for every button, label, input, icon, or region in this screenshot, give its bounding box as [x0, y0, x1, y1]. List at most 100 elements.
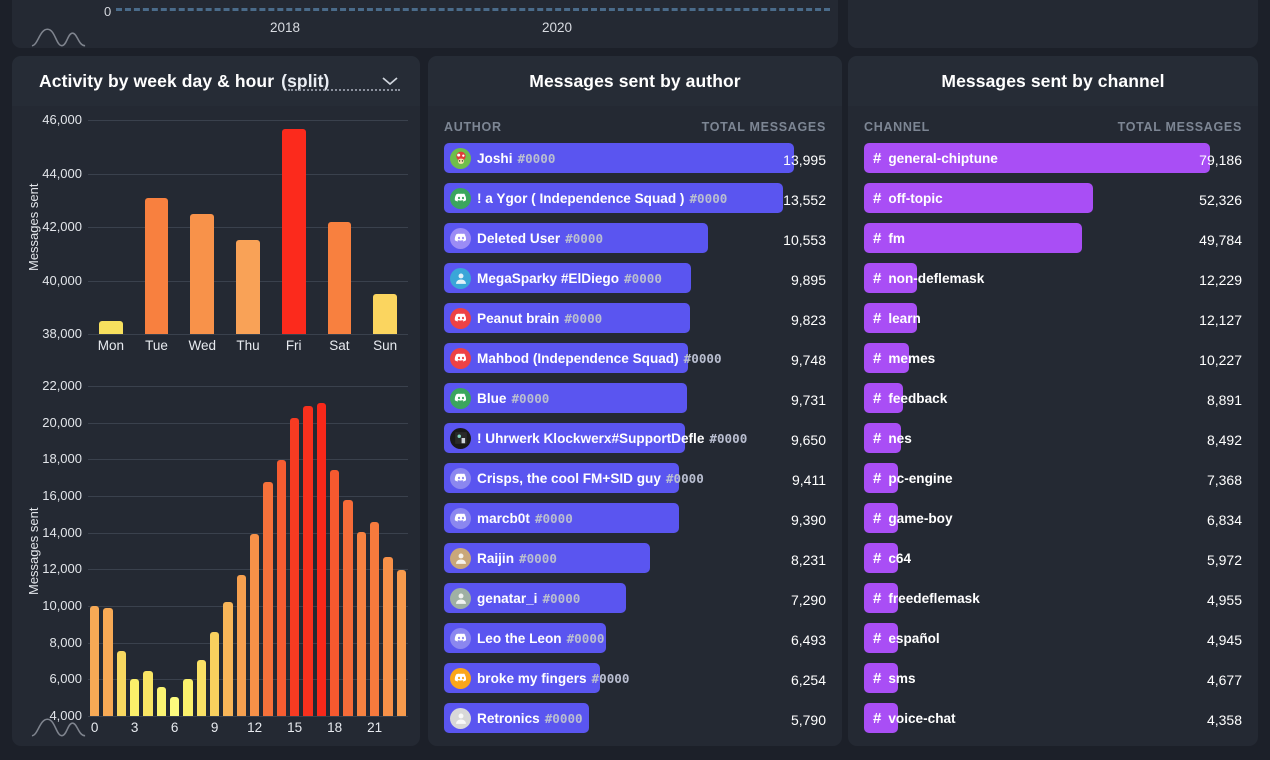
table-row[interactable]: Deleted User #0000 10,553: [444, 220, 826, 260]
channel-name: sms: [888, 670, 916, 686]
bar-19[interactable]: [343, 500, 353, 716]
author-bar[interactable]: marcb0t #0000: [444, 503, 679, 533]
bar-21[interactable]: [370, 522, 380, 716]
channel-bar[interactable]: # nes: [864, 423, 912, 453]
bar-12[interactable]: [250, 533, 260, 716]
channel-bar[interactable]: # español: [864, 623, 940, 653]
table-row[interactable]: # non-deflemask 12,229: [864, 260, 1242, 300]
author-name: Deleted User: [477, 230, 561, 246]
bar-17[interactable]: [316, 403, 326, 716]
bar-9[interactable]: [210, 631, 220, 716]
table-row[interactable]: # sms 4,677: [864, 660, 1242, 700]
author-bar[interactable]: Retronics #0000: [444, 703, 589, 733]
table-row[interactable]: # feedback 8,891: [864, 380, 1242, 420]
bar-7[interactable]: [183, 679, 193, 716]
author-bar[interactable]: genatar_i #0000: [444, 583, 627, 613]
author-bar[interactable]: Mahbod (Independence Squad) #0000: [444, 343, 722, 373]
table-row[interactable]: Blue #0000 9,731: [444, 380, 826, 420]
channel-name: general-chiptune: [888, 150, 998, 166]
bar-Sun[interactable]: [373, 293, 398, 334]
channel-bar[interactable]: # general-chiptune: [864, 143, 1210, 173]
table-row[interactable]: MegaSparky #ElDiego #0000 9,895: [444, 260, 826, 300]
table-row[interactable]: # c64 5,972: [864, 540, 1242, 580]
author-bar[interactable]: Peanut brain #0000: [444, 303, 690, 333]
channel-bar[interactable]: # fm: [864, 223, 1082, 253]
author-bar[interactable]: Blue #0000: [444, 383, 688, 413]
bar-0[interactable]: [90, 606, 100, 716]
bar-5[interactable]: [156, 686, 166, 716]
channel-bar[interactable]: # non-deflemask: [864, 263, 984, 293]
bar-8[interactable]: [196, 660, 206, 716]
table-row[interactable]: Crisps, the cool FM+SID guy #0000 9,411: [444, 460, 826, 500]
bar-Wed[interactable]: [190, 213, 215, 334]
table-row[interactable]: Joshi #0000 13,995: [444, 140, 826, 180]
channel-bar[interactable]: # learn: [864, 303, 921, 333]
bar-4[interactable]: [143, 671, 153, 716]
author-bar[interactable]: Crisps, the cool FM+SID guy #0000: [444, 463, 704, 493]
author-bar[interactable]: ! a Ygor ( Independence Squad ) #0000: [444, 183, 783, 213]
channel-bar[interactable]: # off-topic: [864, 183, 1093, 213]
bar-20[interactable]: [356, 531, 366, 716]
table-row[interactable]: # fm 49,784: [864, 220, 1242, 260]
table-row[interactable]: Raijin #0000 8,231: [444, 540, 826, 580]
table-row[interactable]: # learn 12,127: [864, 300, 1242, 340]
bar-14[interactable]: [276, 460, 286, 716]
author-bar[interactable]: Raijin #0000: [444, 543, 650, 573]
author-name: marcb0t: [477, 510, 530, 526]
split-selector[interactable]: (split): [281, 71, 329, 92]
channel-bar[interactable]: # sms: [864, 663, 916, 693]
table-row[interactable]: # freedeflemask 4,955: [864, 580, 1242, 620]
table-row[interactable]: Leo the Leon #0000 6,493: [444, 620, 826, 660]
bar-10[interactable]: [223, 602, 233, 716]
bar-22[interactable]: [383, 556, 393, 716]
table-row[interactable]: Retronics #0000 5,790: [444, 700, 826, 740]
bar-18[interactable]: [330, 470, 340, 716]
channel-bar[interactable]: # c64: [864, 543, 911, 573]
table-row[interactable]: Peanut brain #0000 9,823: [444, 300, 826, 340]
bar-15[interactable]: [290, 417, 300, 716]
author-bar[interactable]: Joshi #0000: [444, 143, 794, 173]
author-bar[interactable]: Deleted User #0000: [444, 223, 708, 253]
table-row[interactable]: genatar_i #0000 7,290: [444, 580, 826, 620]
table-row[interactable]: broke my fingers #0000 6,254: [444, 660, 826, 700]
table-row[interactable]: # off-topic 52,326: [864, 180, 1242, 220]
bar-13[interactable]: [263, 481, 273, 716]
author-bar[interactable]: MegaSparky #ElDiego #0000: [444, 263, 692, 293]
table-row[interactable]: # voice-chat 4,358: [864, 700, 1242, 740]
author-bar[interactable]: ! Uhrwerk Klockwerx#SupportDefle #0000: [444, 423, 747, 453]
bar-2[interactable]: [116, 650, 126, 716]
table-row[interactable]: # memes 10,227: [864, 340, 1242, 380]
table-row[interactable]: marcb0t #0000 9,390: [444, 500, 826, 540]
table-row[interactable]: # pc-engine 7,368: [864, 460, 1242, 500]
table-row[interactable]: # nes 8,492: [864, 420, 1242, 460]
table-row[interactable]: # español 4,945: [864, 620, 1242, 660]
bar-16[interactable]: [303, 406, 313, 716]
channel-bar[interactable]: # feedback: [864, 383, 947, 413]
table-row[interactable]: ! a Ygor ( Independence Squad ) #0000 13,5…: [444, 180, 826, 220]
channel-bar[interactable]: # voice-chat: [864, 703, 956, 733]
bar-Sat[interactable]: [327, 221, 352, 334]
table-row[interactable]: ! Uhrwerk Klockwerx#SupportDefle #0000 9,6…: [444, 420, 826, 460]
channel-total-messages: 12,229: [1199, 272, 1242, 288]
table-row[interactable]: # general-chiptune 79,186: [864, 140, 1242, 180]
bar-1[interactable]: [103, 607, 113, 716]
bar-6[interactable]: [170, 696, 180, 716]
author-total-messages: 9,650: [790, 432, 826, 448]
channel-bar[interactable]: # memes: [864, 343, 935, 373]
gridline: [88, 606, 408, 607]
chevron-down-icon[interactable]: [380, 74, 400, 93]
channel-bar[interactable]: # freedeflemask: [864, 583, 980, 613]
bar-Tue[interactable]: [144, 197, 169, 334]
table-row[interactable]: # game-boy 6,834: [864, 500, 1242, 540]
author-bar[interactable]: Leo the Leon #0000: [444, 623, 607, 653]
author-bar[interactable]: broke my fingers #0000: [444, 663, 629, 693]
bar-23[interactable]: [396, 570, 406, 716]
table-row[interactable]: Mahbod (Independence Squad) #0000 9,748: [444, 340, 826, 380]
bar-Mon[interactable]: [98, 320, 123, 334]
channel-bar[interactable]: # game-boy: [864, 503, 953, 533]
bar-Fri[interactable]: [281, 129, 306, 334]
bar-3[interactable]: [130, 678, 140, 716]
channel-bar[interactable]: # pc-engine: [864, 463, 953, 493]
bar-Thu[interactable]: [236, 240, 260, 334]
bar-11[interactable]: [236, 575, 246, 716]
